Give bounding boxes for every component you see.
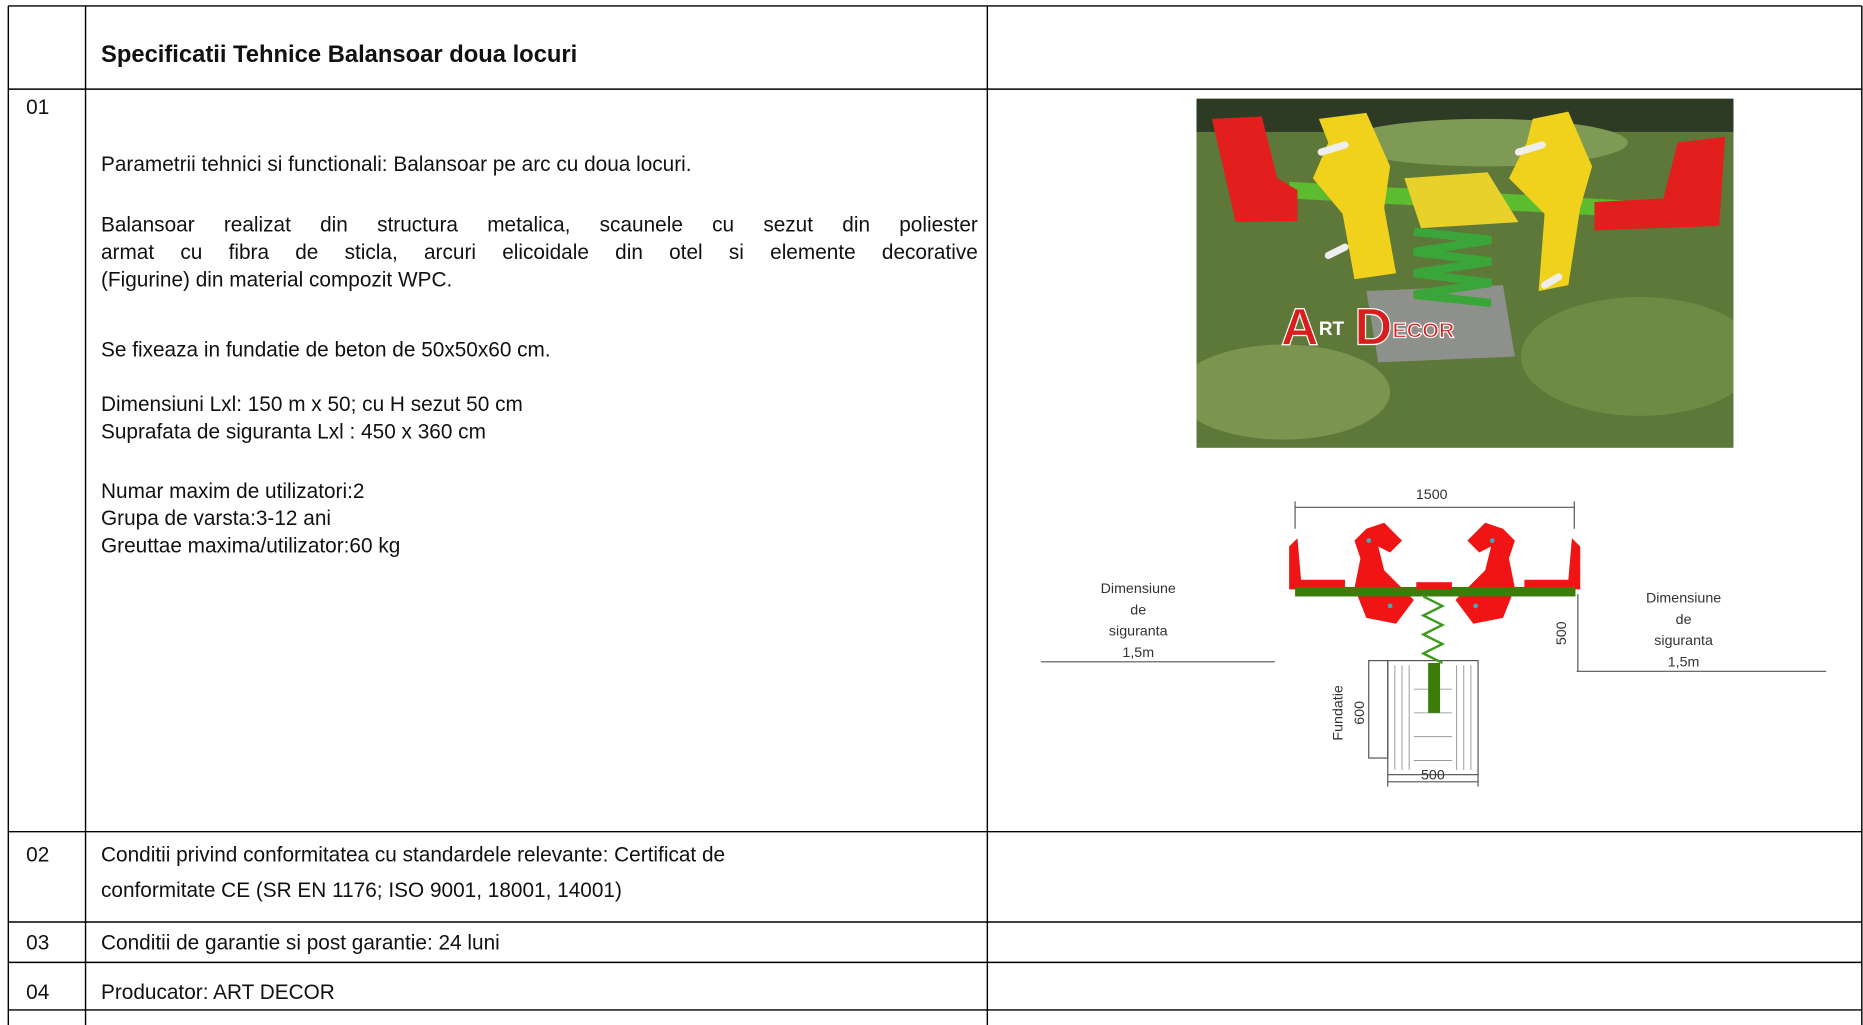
logo-letters: ECOR: [1393, 318, 1455, 342]
safety-zone-label: 1,5m: [1668, 655, 1700, 671]
paragraph-line: Grupa de varsta:3-12 ani: [100, 506, 332, 530]
cell-line: Conditii de garantie si post garantie: 2…: [100, 930, 500, 955]
safety-zone-label: de: [1130, 602, 1146, 618]
cell-line: conformitate CE (SR EN 1176; ISO 9001, 1…: [100, 878, 622, 902]
logo-letter: D: [1354, 299, 1392, 357]
safety-zone-label: 1,5m: [1122, 645, 1154, 661]
title-part: Balansoar doua locuri: [327, 41, 578, 68]
paragraph-line: armat cu fibra de sticla, arcuri elicoid…: [100, 240, 978, 264]
logo-letters: RT: [1319, 319, 1345, 340]
paragraph-line: Suprafata de siguranta Lxl : 450 x 360 c…: [100, 419, 486, 444]
product-photo: A RT D ECOR: [1196, 98, 1734, 448]
cell-line: Conditii privind conformitatea cu standa…: [100, 842, 726, 867]
paragraph-line: Parametrii tehnici si functionali: Balan…: [100, 152, 692, 176]
paragraph-line: Balansoar realizat din structura metalic…: [100, 212, 978, 237]
row-number: 02: [26, 842, 50, 867]
title-part: Specificatii Tehnice: [100, 41, 322, 68]
logo-letter: A: [1281, 299, 1319, 357]
foundation-label: Fundatie: [1331, 685, 1347, 741]
dimension-label: 500: [1554, 621, 1570, 645]
technical-drawing: [1040, 501, 1827, 787]
safety-zone-label: Dimensiune: [1101, 581, 1176, 597]
dimension-label: 600: [1352, 701, 1368, 725]
paragraph-line: (Figurine) din material compozit WPC.: [100, 267, 453, 292]
dimension-label: 500: [1421, 767, 1445, 783]
row-number: 01: [26, 95, 50, 119]
paragraph-line: Numar maxim de utilizatori:2: [100, 478, 365, 503]
safety-zone-label: siguranta: [1109, 624, 1168, 640]
row-number: 04: [26, 980, 50, 1004]
table-grid: [7, 5, 1863, 1025]
safety-zone-label: Dimensiune: [1646, 590, 1721, 606]
safety-zone-label: de: [1676, 612, 1692, 628]
dimension-label: 1500: [1416, 487, 1448, 503]
safety-zone-label: siguranta: [1654, 633, 1713, 649]
table-title: Specificatii Tehnice Balansoar doua locu…: [101, 42, 577, 68]
cell-line: Producator: ART DECOR: [100, 980, 335, 1004]
row-number: 03: [26, 930, 50, 955]
paragraph-line: Greuttae maxima/utilizator:60 kg: [100, 533, 401, 558]
paragraph-line: Dimensiuni Lxl: 150 m x 50; cu H sezut 5…: [100, 392, 523, 416]
paragraph-line: Se fixeaza in fundatie de beton de 50x50…: [100, 337, 551, 362]
